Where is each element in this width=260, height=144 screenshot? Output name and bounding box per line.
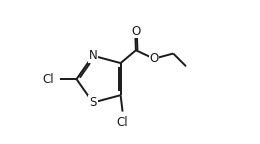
Text: O: O <box>131 25 140 38</box>
Text: S: S <box>89 96 97 109</box>
Text: O: O <box>149 52 159 65</box>
Text: Cl: Cl <box>117 116 128 129</box>
Text: N: N <box>89 49 97 62</box>
Text: Cl: Cl <box>42 73 54 86</box>
